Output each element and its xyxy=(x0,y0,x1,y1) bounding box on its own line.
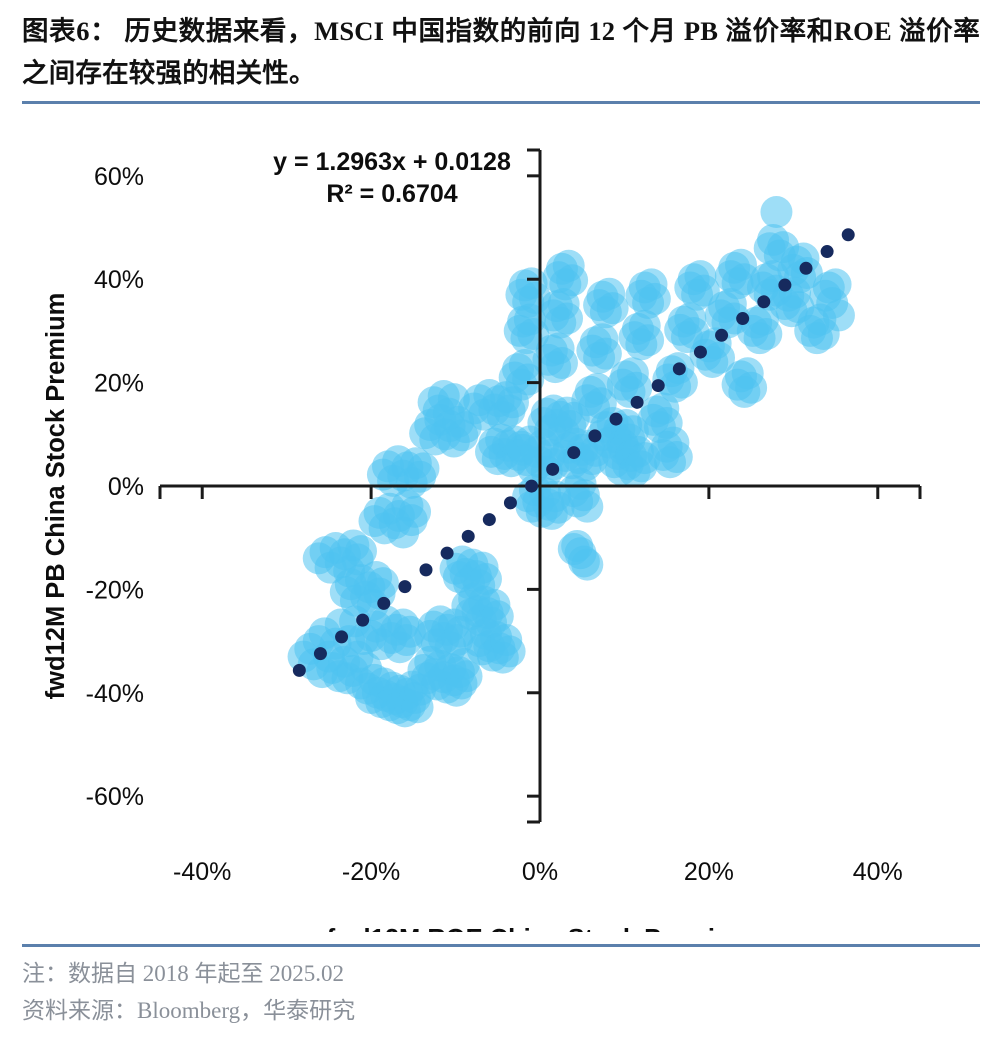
trendline-dot xyxy=(651,379,665,393)
trendline-dot xyxy=(715,328,729,342)
scatter-point xyxy=(735,371,768,404)
scatter-point xyxy=(660,441,693,474)
scatter-point xyxy=(450,660,483,693)
scatter-point xyxy=(665,366,698,399)
scatter-point xyxy=(596,292,629,325)
scatter-point xyxy=(551,302,584,335)
scatter-plot-svg: -40% -20% 0% 20% 40%-60%-40%-20%0%20%40%60% … xyxy=(42,148,922,932)
scatter-point xyxy=(822,299,855,332)
trendline-dot xyxy=(398,580,412,594)
scatter-point xyxy=(620,371,653,404)
trendline-dot xyxy=(841,228,855,242)
trendline-dot xyxy=(377,596,391,610)
scatter-point xyxy=(512,363,545,396)
trendline-dot xyxy=(630,395,644,409)
scatter-point xyxy=(819,268,852,301)
scatter-point xyxy=(545,346,578,379)
trendline-dot xyxy=(503,496,517,510)
x-tick-label: 40% xyxy=(853,858,903,886)
trendline-dot xyxy=(482,513,496,527)
scatter-point xyxy=(638,282,671,315)
scatter-point xyxy=(750,318,783,351)
data-source: 资料来源：Bloomberg，华泰研究 xyxy=(22,998,356,1023)
scatter-point xyxy=(571,490,604,523)
r-squared-label: R² = 0.6704 xyxy=(326,180,457,208)
y-tick-label: 0% xyxy=(108,473,144,501)
trendline-group xyxy=(292,228,855,677)
title-block: 图表6： 历史数据来看，MSCI 中国指数的前向 12 个月 PB 溢价率和RO… xyxy=(22,10,980,94)
scatter-point xyxy=(556,264,589,297)
scatter-markers-group xyxy=(287,196,855,728)
trendline-dot xyxy=(820,245,834,259)
x-tick-label: 20% xyxy=(684,858,734,886)
y-axis-title: fwd12M PB China Stock Premium xyxy=(42,293,70,700)
y-tick-label: -40% xyxy=(86,680,144,708)
scatter-point xyxy=(399,495,432,528)
trendline-dot xyxy=(546,462,560,476)
title-divider xyxy=(22,101,980,104)
trendline-dot xyxy=(525,479,539,493)
trendline-dot xyxy=(292,663,306,677)
y-tick-label: -60% xyxy=(86,783,144,811)
plot-area: -40% -20% 0% 20% 40% -60% -40% -20% 0% 20% 40% 60% … xyxy=(22,110,980,932)
trendline-dot xyxy=(757,295,771,309)
trendline-dot xyxy=(672,362,686,376)
scatter-point xyxy=(344,535,377,568)
scatter-point xyxy=(632,324,665,357)
trendline-dot xyxy=(588,429,602,443)
page-title: 图表6： 历史数据来看，MSCI 中国指数的前向 12 个月 PB 溢价率和RO… xyxy=(22,16,980,88)
x-tick-label: -20% xyxy=(342,858,400,886)
x-tick-label: -40% xyxy=(173,858,231,886)
y-tick-label: -20% xyxy=(86,576,144,604)
scatter-point xyxy=(366,567,399,600)
footer-block: 注：数据自 2018 年起至 2025.02 资料来源：Bloomberg，华泰… xyxy=(22,955,980,1029)
trendline-dot xyxy=(799,261,813,275)
trendline-dot xyxy=(567,446,581,460)
axes-group xyxy=(158,148,922,824)
y-tick-label: 40% xyxy=(94,266,144,294)
y-tick-label: 20% xyxy=(94,370,144,398)
scatter-point xyxy=(407,452,440,485)
scatter-point xyxy=(493,635,526,668)
x-tick-label: 0% xyxy=(522,858,558,886)
regression-equation-label: y = 1.2963x + 0.0128 xyxy=(273,148,511,176)
trendline-dot xyxy=(419,563,433,577)
footer-divider xyxy=(22,944,980,947)
trendline-dot xyxy=(440,546,454,560)
trendline-dot xyxy=(356,613,370,627)
data-note: 注：数据自 2018 年起至 2025.02 xyxy=(22,961,344,986)
y-tick-label: 60% xyxy=(94,163,144,191)
tick-labels-group: -40% -20% 0% 20% 40% -60% -40% -20% 0% 20% 40% 60% xyxy=(86,163,903,886)
scatter-point xyxy=(703,341,736,374)
trendline-dot xyxy=(736,312,750,326)
trendline-dot xyxy=(693,345,707,359)
trendline-dot xyxy=(461,529,475,543)
trendline-dot xyxy=(778,278,792,292)
trendline-dot xyxy=(313,647,327,661)
trendline-dot xyxy=(609,412,623,426)
scatter-point xyxy=(760,196,793,229)
trendline-dot xyxy=(335,630,349,644)
x-axis-title: fwd12M ROE China Stock Premium xyxy=(327,925,754,932)
scatter-point xyxy=(589,337,622,370)
scatter-point xyxy=(557,533,590,566)
